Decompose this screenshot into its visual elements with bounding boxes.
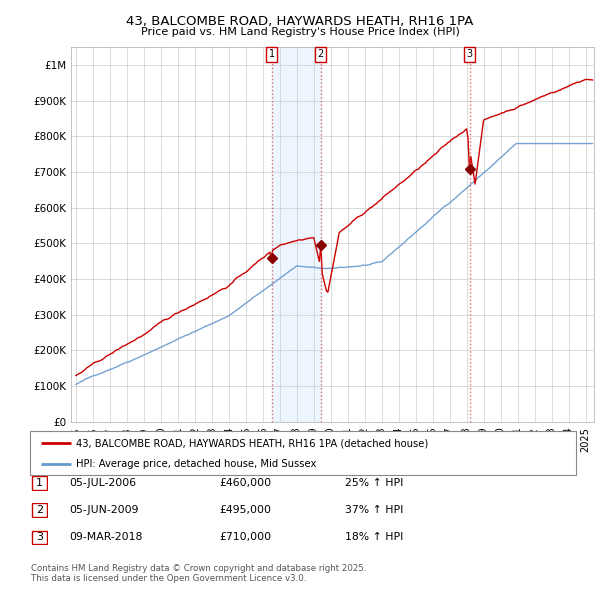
FancyBboxPatch shape — [30, 431, 576, 475]
Text: £710,000: £710,000 — [219, 532, 271, 542]
Text: 1: 1 — [269, 50, 275, 60]
Text: 3: 3 — [467, 50, 473, 60]
Text: 18% ↑ HPI: 18% ↑ HPI — [345, 532, 403, 542]
Text: HPI: Average price, detached house, Mid Sussex: HPI: Average price, detached house, Mid … — [76, 459, 317, 469]
Text: 2: 2 — [36, 506, 43, 515]
FancyBboxPatch shape — [32, 476, 47, 490]
Text: 2: 2 — [318, 50, 324, 60]
Text: 05-JUN-2009: 05-JUN-2009 — [69, 505, 139, 514]
Text: Price paid vs. HM Land Registry's House Price Index (HPI): Price paid vs. HM Land Registry's House … — [140, 27, 460, 37]
Text: 43, BALCOMBE ROAD, HAYWARDS HEATH, RH16 1PA (detached house): 43, BALCOMBE ROAD, HAYWARDS HEATH, RH16 … — [76, 438, 428, 448]
Text: 3: 3 — [36, 533, 43, 542]
Text: 43, BALCOMBE ROAD, HAYWARDS HEATH, RH16 1PA: 43, BALCOMBE ROAD, HAYWARDS HEATH, RH16 … — [127, 15, 473, 28]
Text: 25% ↑ HPI: 25% ↑ HPI — [345, 478, 403, 487]
Text: 1: 1 — [36, 478, 43, 488]
Text: 37% ↑ HPI: 37% ↑ HPI — [345, 505, 403, 514]
FancyBboxPatch shape — [32, 503, 47, 517]
Text: £495,000: £495,000 — [219, 505, 271, 514]
Text: £460,000: £460,000 — [219, 478, 271, 487]
Bar — [272, 47, 321, 422]
Text: Contains HM Land Registry data © Crown copyright and database right 2025.
This d: Contains HM Land Registry data © Crown c… — [31, 563, 367, 583]
Text: 05-JUL-2006: 05-JUL-2006 — [69, 478, 136, 487]
FancyBboxPatch shape — [32, 530, 47, 545]
Text: 09-MAR-2018: 09-MAR-2018 — [69, 532, 142, 542]
